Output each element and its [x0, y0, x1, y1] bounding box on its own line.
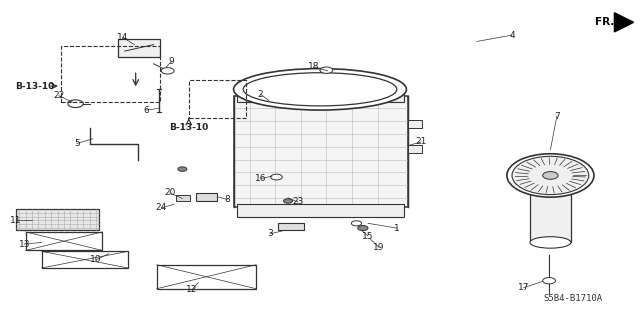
Text: 18: 18 [308, 63, 319, 71]
Bar [408, 145, 422, 153]
Bar [176, 195, 190, 201]
Bar [408, 120, 422, 128]
Bar [234, 96, 408, 207]
Text: 11: 11 [10, 216, 22, 225]
Text: B-13-10: B-13-10 [15, 82, 55, 91]
Ellipse shape [351, 221, 362, 226]
Ellipse shape [320, 67, 333, 73]
Text: 12: 12 [186, 285, 198, 294]
Ellipse shape [271, 174, 282, 180]
Bar [237, 89, 404, 102]
Ellipse shape [161, 68, 174, 74]
Ellipse shape [543, 172, 558, 179]
Ellipse shape [358, 226, 368, 231]
Bar [196, 193, 217, 201]
Text: 24: 24 [156, 204, 167, 212]
Bar [530, 191, 571, 242]
Bar [118, 39, 160, 57]
Polygon shape [614, 13, 634, 32]
Bar [16, 209, 99, 230]
Text: 19: 19 [373, 243, 385, 252]
Ellipse shape [507, 154, 594, 197]
Text: 17: 17 [518, 283, 529, 292]
Text: 22: 22 [53, 91, 65, 100]
Text: 20: 20 [164, 189, 175, 197]
Text: 4: 4 [509, 31, 515, 40]
Text: 21: 21 [415, 137, 427, 146]
Text: 5: 5 [74, 139, 79, 148]
Text: 9: 9 [169, 57, 174, 66]
Ellipse shape [68, 100, 83, 108]
Text: 6: 6 [143, 106, 148, 115]
Text: 16: 16 [255, 174, 267, 183]
Bar [157, 265, 256, 289]
Ellipse shape [234, 69, 406, 110]
Ellipse shape [543, 278, 556, 284]
Bar [278, 223, 304, 230]
Ellipse shape [243, 73, 397, 106]
Ellipse shape [284, 199, 292, 203]
Text: FR.: FR. [595, 17, 614, 27]
Bar [42, 251, 128, 268]
Ellipse shape [512, 156, 589, 195]
Text: 1: 1 [394, 224, 399, 233]
Text: 2: 2 [258, 90, 263, 99]
Bar [26, 232, 102, 250]
Text: S5B4-B1710A: S5B4-B1710A [543, 294, 602, 303]
Text: B-13-10: B-13-10 [169, 123, 209, 132]
Text: 14: 14 [117, 33, 129, 42]
Text: 13: 13 [19, 240, 30, 249]
Text: 8: 8 [225, 195, 230, 204]
Text: 7: 7 [554, 112, 559, 121]
Ellipse shape [178, 167, 187, 171]
Text: 10: 10 [90, 256, 102, 264]
Text: 3: 3 [268, 229, 273, 238]
Text: 23: 23 [292, 197, 303, 206]
Text: 15: 15 [362, 232, 374, 241]
Ellipse shape [530, 237, 571, 248]
Bar [237, 204, 404, 217]
